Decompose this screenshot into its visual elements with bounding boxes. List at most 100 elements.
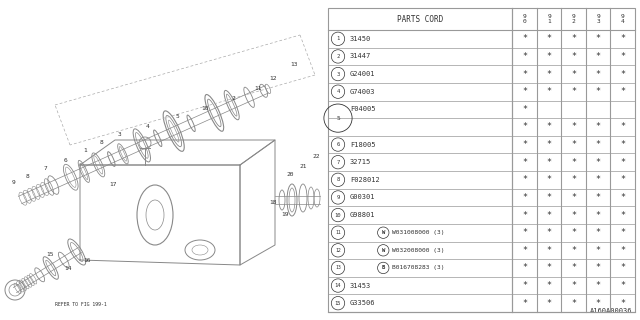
Text: *: *: [522, 281, 527, 290]
Text: *: *: [522, 34, 527, 43]
Text: B: B: [381, 265, 385, 270]
Text: 31447: 31447: [350, 53, 371, 60]
Text: W032008000 (3): W032008000 (3): [392, 248, 444, 253]
Text: *: *: [571, 140, 576, 149]
Text: *: *: [620, 34, 625, 43]
Text: *: *: [547, 52, 552, 61]
Text: *: *: [571, 52, 576, 61]
Text: 12: 12: [269, 76, 276, 82]
Text: 16: 16: [83, 259, 91, 263]
Text: A160A00036: A160A00036: [589, 308, 632, 314]
Text: G24001: G24001: [350, 71, 376, 77]
Text: W031008000 (3): W031008000 (3): [392, 230, 444, 235]
Text: *: *: [522, 105, 527, 114]
Text: F04005: F04005: [350, 106, 376, 112]
Text: *: *: [571, 34, 576, 43]
Text: 13: 13: [291, 62, 298, 68]
Bar: [328, 8, 635, 312]
Text: 19: 19: [281, 212, 289, 218]
Text: *: *: [571, 87, 576, 96]
Text: G74003: G74003: [350, 89, 376, 95]
Text: 32715: 32715: [350, 159, 371, 165]
Text: *: *: [547, 281, 552, 290]
Text: *: *: [522, 158, 527, 167]
Text: 8: 8: [337, 177, 340, 182]
Text: *: *: [522, 123, 527, 132]
Text: 6: 6: [337, 142, 340, 147]
Text: 14: 14: [64, 266, 72, 270]
Text: *: *: [571, 123, 576, 132]
Text: *: *: [620, 299, 625, 308]
Text: 31450: 31450: [350, 36, 371, 42]
Text: *: *: [596, 263, 601, 272]
Text: *: *: [620, 193, 625, 202]
Text: *: *: [620, 281, 625, 290]
Text: 7: 7: [43, 165, 47, 171]
Text: *: *: [596, 52, 601, 61]
Text: *: *: [596, 193, 601, 202]
Text: *: *: [522, 175, 527, 184]
Text: 9: 9: [337, 195, 340, 200]
Text: *: *: [620, 123, 625, 132]
Text: 9
0: 9 0: [523, 14, 526, 24]
Text: 10: 10: [335, 212, 341, 218]
Text: *: *: [620, 246, 625, 255]
Text: B016708283 (3): B016708283 (3): [392, 265, 444, 270]
Text: *: *: [571, 69, 576, 79]
Text: *: *: [547, 34, 552, 43]
Text: 6: 6: [63, 157, 67, 163]
Text: 9
2: 9 2: [572, 14, 575, 24]
Text: W: W: [381, 230, 385, 235]
Text: *: *: [596, 281, 601, 290]
Text: 9
1: 9 1: [547, 14, 551, 24]
Text: 1: 1: [337, 36, 340, 41]
Text: *: *: [620, 263, 625, 272]
Text: *: *: [522, 228, 527, 237]
Text: G98801: G98801: [350, 212, 376, 218]
Text: *: *: [620, 87, 625, 96]
Text: 5: 5: [175, 115, 179, 119]
Text: *: *: [620, 211, 625, 220]
Text: 31453: 31453: [350, 283, 371, 289]
Text: *: *: [571, 299, 576, 308]
Text: *: *: [571, 175, 576, 184]
Text: 12: 12: [335, 248, 341, 253]
Text: *: *: [522, 52, 527, 61]
Text: *: *: [596, 246, 601, 255]
Text: *: *: [547, 158, 552, 167]
Text: 7: 7: [337, 160, 340, 165]
Text: W: W: [381, 248, 385, 253]
Text: *: *: [571, 228, 576, 237]
Text: *: *: [571, 281, 576, 290]
Text: *: *: [522, 69, 527, 79]
Text: 9
4: 9 4: [621, 14, 625, 24]
Text: 4: 4: [146, 124, 150, 130]
Text: *: *: [547, 175, 552, 184]
Text: *: *: [522, 140, 527, 149]
Text: 17: 17: [109, 182, 116, 188]
Text: *: *: [596, 175, 601, 184]
Text: 3: 3: [337, 72, 340, 76]
Text: 8: 8: [100, 140, 104, 146]
Text: 2: 2: [231, 97, 235, 101]
Text: 11: 11: [335, 230, 341, 235]
Text: *: *: [596, 299, 601, 308]
Text: *: *: [596, 123, 601, 132]
Text: *: *: [596, 211, 601, 220]
Text: *: *: [571, 246, 576, 255]
Text: *: *: [620, 52, 625, 61]
Text: *: *: [547, 211, 552, 220]
Text: 8: 8: [26, 173, 30, 179]
Text: *: *: [571, 211, 576, 220]
Text: 11: 11: [254, 85, 262, 91]
Text: *: *: [596, 158, 601, 167]
Text: *: *: [571, 263, 576, 272]
Text: *: *: [547, 193, 552, 202]
Text: 20: 20: [286, 172, 294, 178]
Text: 15: 15: [46, 252, 54, 258]
Text: *: *: [620, 175, 625, 184]
Text: *: *: [522, 246, 527, 255]
Text: *: *: [620, 158, 625, 167]
Text: PARTS CORD: PARTS CORD: [397, 14, 444, 23]
Text: *: *: [522, 193, 527, 202]
